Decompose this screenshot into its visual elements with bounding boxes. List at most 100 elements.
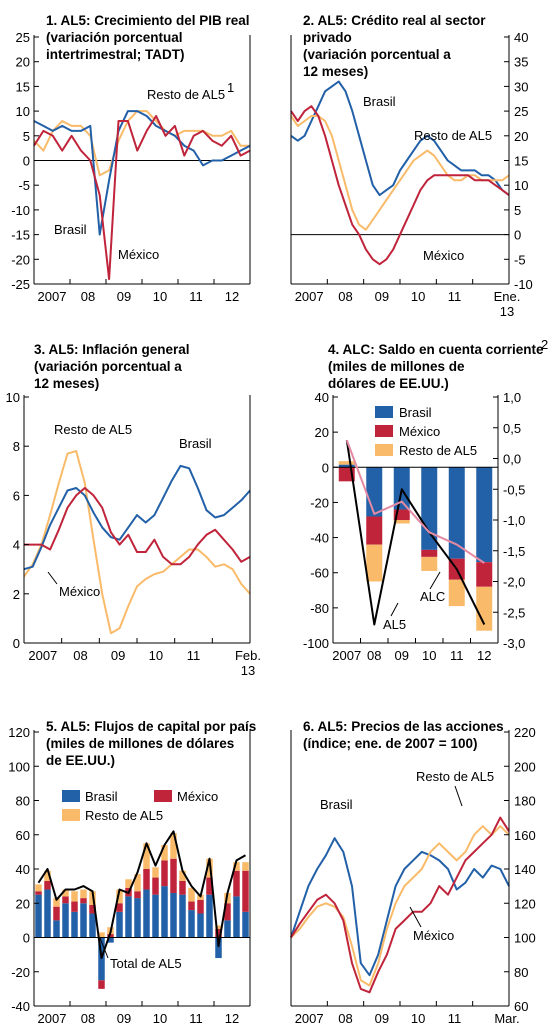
x-tick-label: Ene. bbox=[494, 289, 521, 304]
bar-resto bbox=[188, 887, 195, 902]
bar-brasil bbox=[161, 886, 168, 938]
y-tick-label: 20 bbox=[16, 55, 30, 70]
bar-brasil bbox=[188, 910, 195, 938]
bar-brasil bbox=[80, 903, 87, 938]
bar-mexico bbox=[197, 899, 204, 914]
y-tick-label: 80 bbox=[16, 794, 30, 809]
y-tick-label: 0,5 bbox=[503, 421, 521, 436]
bar-brasil bbox=[476, 467, 493, 563]
series-line-mexico bbox=[290, 105, 510, 266]
panel-title: 2. AL5: Crédito real al sector bbox=[303, 13, 486, 28]
panel-title: 3. AL5: Inflación general bbox=[34, 342, 190, 357]
y-tick-label: -1,0 bbox=[503, 513, 525, 528]
y-tick-label: 180 bbox=[514, 794, 536, 809]
bar-resto bbox=[125, 879, 132, 888]
bar-brasil bbox=[215, 937, 222, 959]
x-tick-label: 12 bbox=[225, 289, 239, 304]
y-tick-label: 40 bbox=[315, 390, 329, 405]
bar-resto bbox=[242, 862, 249, 871]
annotation-leader bbox=[409, 906, 422, 928]
y-tick-label: 25 bbox=[16, 30, 30, 45]
bar-mexico bbox=[107, 934, 114, 938]
bar-mexico bbox=[393, 509, 410, 520]
y-tick-label: 15 bbox=[16, 79, 30, 94]
series-label-al5: AL5 bbox=[383, 617, 406, 632]
y-tick-label: 10 bbox=[6, 390, 20, 405]
series-label-brasil: Brasil bbox=[363, 94, 396, 109]
y-tick-label: 100 bbox=[8, 759, 30, 774]
series-label-brasil: Brasil bbox=[179, 436, 212, 451]
y-tick-label: 0 bbox=[514, 228, 521, 243]
x-tick-label: 12 bbox=[477, 648, 491, 663]
bar-resto bbox=[233, 862, 240, 871]
y-tick-label: -10 bbox=[514, 277, 533, 292]
bar-brasil bbox=[71, 911, 78, 938]
x-tick-labels: 2007 08 09 10 11 12 bbox=[33, 279, 251, 304]
bar-mexico bbox=[35, 891, 42, 895]
legend-swatch bbox=[62, 790, 80, 802]
y-tick-label: 60 bbox=[514, 999, 528, 1014]
y-tick-label: -100 bbox=[303, 636, 329, 651]
bar-resto bbox=[98, 932, 105, 938]
annotation-leader bbox=[99, 937, 109, 959]
x-tick-label: 08 bbox=[81, 289, 95, 304]
y-tick-label: -10 bbox=[11, 203, 30, 218]
x-tick-label: 10 bbox=[153, 289, 167, 304]
bar-brasil bbox=[421, 467, 438, 550]
legend-label: Resto de AL5 bbox=[85, 808, 163, 823]
bar-mexico bbox=[98, 980, 105, 989]
panel-title: (miles de millones de bbox=[328, 359, 465, 374]
panel-title: (variación porcentual a bbox=[303, 47, 451, 62]
y-tick-label: 6 bbox=[13, 488, 20, 503]
panel-title: (variación porcentual a bbox=[34, 359, 182, 374]
x-tick-label: 11 bbox=[189, 1011, 203, 1026]
y-tick-label: -15 bbox=[11, 228, 30, 243]
axes: 10 8 6 4 2 0 bbox=[6, 390, 251, 651]
panel-title: 4. ALC: Saldo en cuenta corriente bbox=[328, 342, 544, 357]
bar-resto bbox=[393, 520, 410, 524]
bar-resto bbox=[62, 889, 69, 897]
legend-label: Resto de AL5 bbox=[399, 443, 477, 458]
y-tick-label: 120 bbox=[8, 725, 30, 740]
y-tick-label: -2,5 bbox=[503, 605, 525, 620]
y-tick-label: 140 bbox=[514, 862, 536, 877]
y-tick-label: -25 bbox=[11, 277, 30, 292]
bar-mexico bbox=[206, 877, 213, 895]
y-tick-label: 4 bbox=[13, 538, 20, 553]
y-tick-label: 25 bbox=[514, 104, 528, 119]
x-tick-labels: 2007 08 09 10 11 Ene.13 bbox=[290, 279, 521, 319]
panel-title: (índice; ene. de 2007 = 100) bbox=[303, 736, 477, 751]
x-tick-label: 11 bbox=[187, 648, 201, 663]
bar-mexico bbox=[233, 870, 240, 897]
y-tick-label: -20 bbox=[11, 965, 30, 980]
bar-resto bbox=[134, 874, 141, 892]
bar-brasil bbox=[338, 464, 355, 468]
axes: 120 100 80 60 40 20 0 -20 -40 bbox=[8, 725, 251, 1014]
x-tick-label: 10 bbox=[411, 289, 425, 304]
bar-resto bbox=[421, 556, 438, 571]
bar-mexico bbox=[421, 549, 438, 557]
y-tick-label: 80 bbox=[514, 965, 528, 980]
x-tick-label: 11 bbox=[448, 1011, 462, 1026]
y-tick-label: -60 bbox=[310, 566, 329, 581]
series-line-alc bbox=[345, 439, 485, 564]
x-tick-label: 13 bbox=[241, 663, 255, 678]
bar-brasil bbox=[242, 911, 249, 938]
series-line-brasil bbox=[33, 110, 251, 236]
legend-label: México bbox=[177, 789, 218, 804]
panel-title: 6. AL5: Precios de las acciones bbox=[303, 719, 504, 734]
bar-brasil bbox=[44, 889, 51, 938]
y-tick-label: -2,0 bbox=[503, 575, 525, 590]
bar-brasil bbox=[233, 896, 240, 938]
y-tick-label: 20 bbox=[315, 425, 329, 440]
legend-label: México bbox=[399, 424, 440, 439]
panel-title: 5. AL5: Flujos de capital por país bbox=[46, 719, 256, 734]
series-label-alc: ALC bbox=[420, 589, 445, 604]
y-tick-label: -40 bbox=[11, 999, 30, 1014]
bar-brasil bbox=[143, 889, 150, 938]
series-line-mexico bbox=[33, 115, 251, 281]
y-tick-label: 200 bbox=[514, 759, 536, 774]
legend-swatch bbox=[154, 790, 172, 802]
x-tick-label: 2007 bbox=[332, 648, 361, 663]
